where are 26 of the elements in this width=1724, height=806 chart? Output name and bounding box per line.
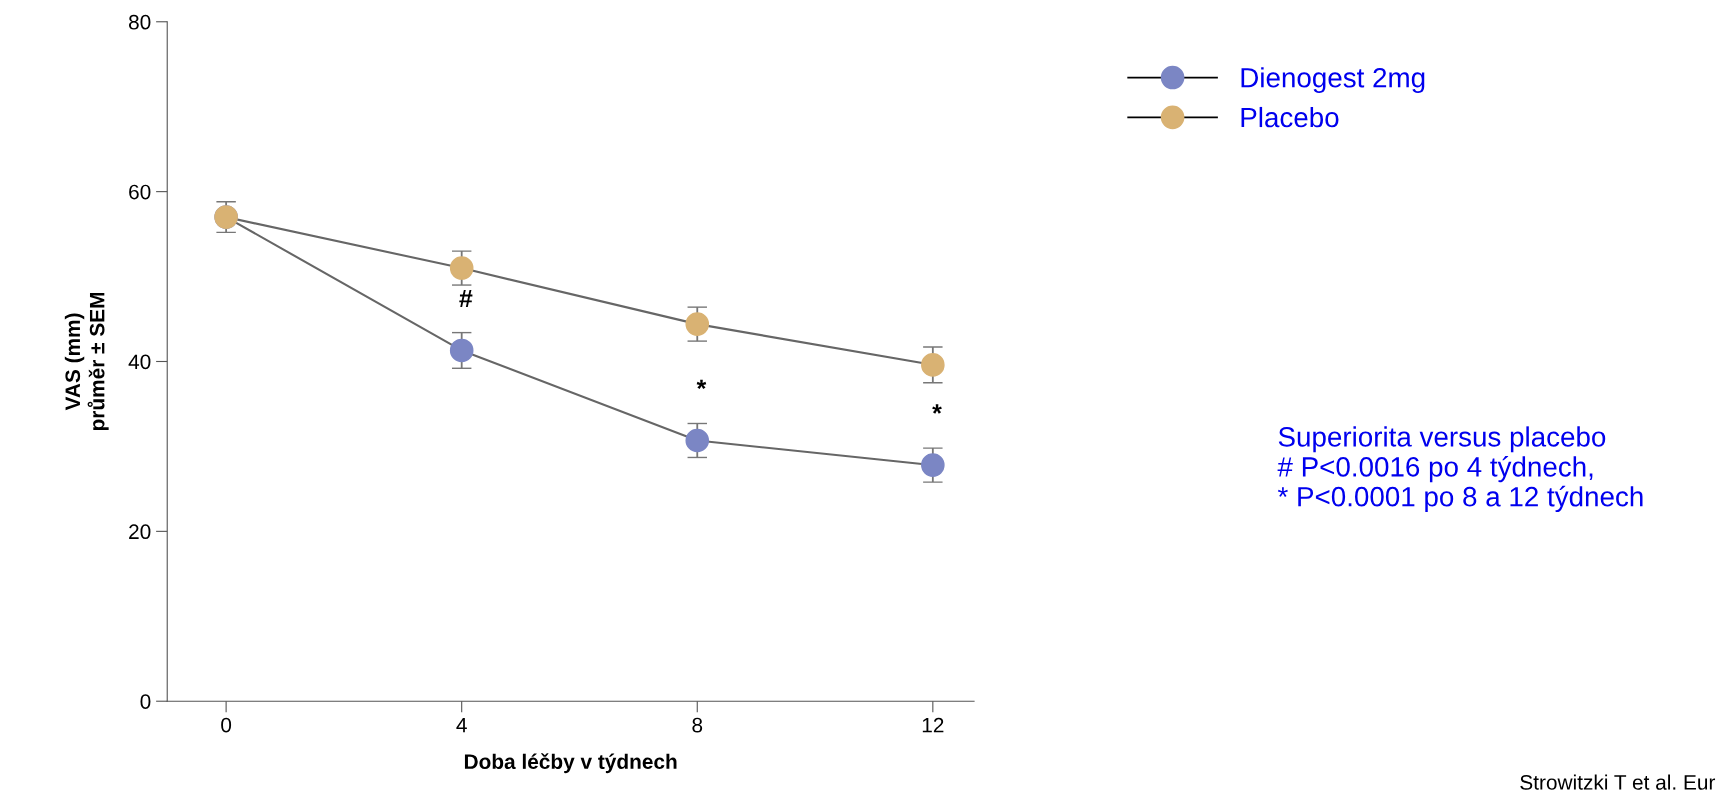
legend-label: Dienogest 2mg <box>1241 67 1425 94</box>
point <box>449 338 474 363</box>
x-tick-label: 4 <box>456 717 467 733</box>
x-axis-title: Doba léčby v týdnech <box>464 753 677 774</box>
point <box>685 312 710 336</box>
y-tick-label: 40 <box>128 354 151 370</box>
x-tick-label: 12 <box>922 717 944 733</box>
annotation: * <box>696 379 707 390</box>
x-tick-label: 0 <box>221 717 232 733</box>
legend-label: Placebo <box>1241 106 1339 128</box>
annotation: * <box>932 404 942 414</box>
point <box>685 428 710 453</box>
x-tick-label: 8 <box>692 717 703 733</box>
text: Strowitzki T et al. Eur <box>1520 774 1716 790</box>
y-tick-label: 80 <box>128 14 151 30</box>
text: Superiorita versus placebo <box>1278 426 1606 453</box>
point <box>921 353 945 377</box>
y-tick-label: 20 <box>129 524 151 540</box>
y-axis-title: VAS (mm) průměr ± SEM <box>64 292 109 431</box>
point <box>449 256 474 280</box>
text: * P<0.0001 po 8 a 12 týdnech <box>1277 485 1643 513</box>
text: # P<0.0016 po 4 týdnech, <box>1277 455 1593 483</box>
y-tick-label: 0 <box>140 694 151 709</box>
annotation: # <box>459 289 473 307</box>
point <box>921 453 945 477</box>
y-tick-label: 60 <box>129 184 151 200</box>
